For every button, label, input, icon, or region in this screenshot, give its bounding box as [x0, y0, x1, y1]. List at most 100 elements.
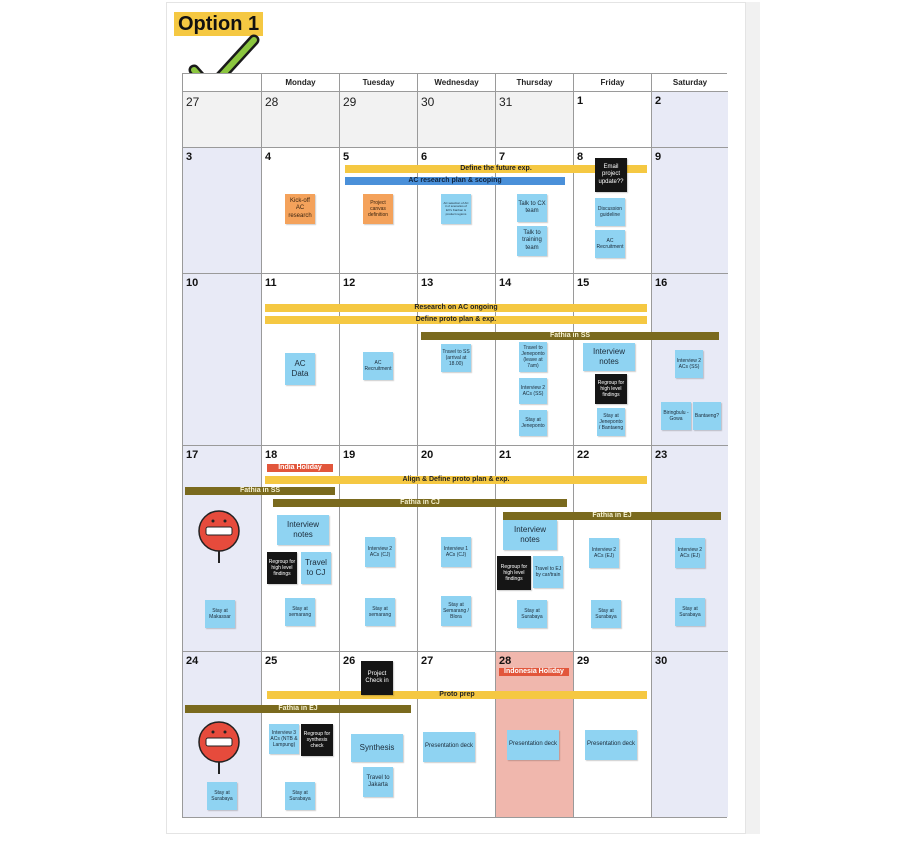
sticky-note[interactable]: Stay at Surabaya [517, 600, 547, 628]
day-cell[interactable]: 7 [495, 147, 573, 273]
day-cell[interactable]: 14 [495, 273, 573, 445]
sticky-note[interactable]: Presentation deck [585, 730, 637, 760]
day-cell[interactable]: 8 [573, 147, 651, 273]
timeline-bar[interactable]: Fathia in SS [421, 332, 719, 340]
sticky-note[interactable]: Stay at Jeneponto [519, 410, 547, 436]
weekday-header-friday: Friday [573, 74, 651, 91]
sticky-note[interactable]: AC selection of AC in 2 scenarios of EV'… [441, 194, 471, 224]
day-number: 3 [186, 151, 193, 163]
day-cell[interactable]: 11 [261, 273, 339, 445]
sticky-note[interactable]: Presentation deck [507, 730, 559, 760]
day-cell[interactable]: 27 [183, 91, 261, 147]
sticky-note[interactable]: Stay at Surabaya [207, 782, 237, 810]
day-cell[interactable]: 29 [339, 91, 417, 147]
timeline-bar[interactable]: Research on AC ongoing [265, 304, 647, 312]
sticky-note[interactable]: Interview 2 ACs (CJ) [365, 537, 395, 567]
sticky-note[interactable]: Interview 2 ACs (SS) [519, 378, 547, 404]
day-cell[interactable]: 12 [339, 273, 417, 445]
sticky-note[interactable]: Interview notes [503, 520, 557, 550]
sticky-note[interactable]: Email project update?? [595, 158, 627, 192]
sticky-note[interactable]: Interview 2 ACs (EJ) [589, 538, 619, 568]
day-number: 27 [421, 655, 434, 667]
sticky-note[interactable]: AC Recruitment [363, 352, 393, 380]
day-cell[interactable]: 18 [261, 445, 339, 651]
day-number: 10 [186, 277, 199, 289]
sticky-note[interactable]: Stay at Surabaya [675, 598, 705, 626]
sticky-note[interactable]: Stay at Jeneponto / Bantaeng [597, 408, 625, 436]
timeline-bar[interactable]: Define the future exp. [345, 165, 647, 173]
sticky-note[interactable]: Stay at semarang [285, 598, 315, 626]
sticky-note[interactable]: Discussion guideline [595, 198, 625, 226]
day-cell[interactable]: 22 [573, 445, 651, 651]
weekday-header-tuesday: Tuesday [339, 74, 417, 91]
day-cell[interactable]: 5 [339, 147, 417, 273]
timeline-bar[interactable]: Proto prep [267, 691, 647, 699]
day-cell[interactable]: 30 [651, 651, 728, 817]
timeline-bar[interactable]: Fathia in EJ [185, 705, 411, 713]
day-cell[interactable]: 15 [573, 273, 651, 445]
sticky-note[interactable]: Stay at Surabaya [285, 782, 315, 810]
day-cell[interactable]: 9 [651, 147, 728, 273]
sticky-note[interactable]: Stay at Makassar [205, 600, 235, 628]
day-cell[interactable]: 26 [339, 651, 417, 817]
sticky-note[interactable]: Project canvas definition [363, 194, 393, 224]
day-number: 22 [577, 449, 590, 461]
day-number: 11 [265, 277, 277, 289]
sticky-note[interactable]: Talk to training team [517, 226, 547, 256]
timeline-bar[interactable]: Indonesia Holiday [499, 668, 569, 676]
day-cell[interactable]: 2 [651, 91, 728, 147]
day-cell[interactable]: 31 [495, 91, 573, 147]
sticky-note[interactable]: Travel to CJ [301, 552, 331, 584]
sticky-note[interactable]: Interview 1 ACs (CJ) [441, 537, 471, 567]
sticky-note[interactable]: Travel to Jeneponto (leave at 7am) [519, 342, 547, 372]
sticky-note[interactable]: Synthesis [351, 734, 403, 762]
timeline-bar[interactable]: India Holiday [267, 464, 333, 472]
day-number: 16 [655, 277, 668, 289]
day-cell[interactable]: 3 [183, 147, 261, 273]
day-cell[interactable]: 29 [573, 651, 651, 817]
sticky-note[interactable]: Interview notes [277, 515, 329, 545]
sticky-note[interactable]: Travel to SS (arrival at 18.00) [441, 344, 471, 372]
day-number: 2 [655, 95, 662, 107]
day-cell[interactable]: 4 [261, 147, 339, 273]
sticky-note[interactable]: Regroup for high level findings [497, 556, 531, 590]
sticky-note[interactable]: Biringbulu - Gowa [661, 402, 691, 430]
day-cell[interactable]: 21 [495, 445, 573, 651]
timeline-bar[interactable]: Fathia in SS [185, 487, 335, 495]
sticky-note[interactable]: Stay at Semarang / Blora [441, 596, 471, 626]
timeline-bar[interactable]: Align & Define proto plan & exp. [265, 476, 647, 484]
sticky-note[interactable]: Stay at semarang [365, 598, 395, 626]
day-cell[interactable]: 28 [261, 91, 339, 147]
sticky-note[interactable]: Bantaeng? [693, 402, 721, 430]
day-cell[interactable]: 20 [417, 445, 495, 651]
timeline-bar[interactable]: AC research plan & scoping [345, 177, 565, 185]
timeline-bar[interactable]: Fathia in EJ [503, 512, 721, 520]
sticky-note[interactable]: AC Data [285, 353, 315, 385]
timeline-bar[interactable]: Fathia in CJ [273, 499, 567, 507]
sticky-note[interactable]: Travel to EJ by car/train [533, 556, 563, 588]
sticky-note[interactable]: Project Check in [361, 661, 393, 695]
day-cell[interactable]: 25 [261, 651, 339, 817]
day-cell[interactable]: 27 [417, 651, 495, 817]
sticky-note[interactable]: Interview 2 ACs (SS) [675, 350, 703, 378]
sticky-note[interactable]: Stay at Surabaya [591, 600, 621, 628]
day-cell[interactable]: 19 [339, 445, 417, 651]
timeline-bar[interactable]: Define proto plan & exp. [265, 316, 647, 324]
sticky-note[interactable]: Interview 3 ACs (NTB & Lampung) [269, 724, 299, 754]
option-title: Option 1 [174, 12, 264, 36]
day-cell[interactable]: 1 [573, 91, 651, 147]
sticky-note[interactable]: Talk to CX team [517, 194, 547, 222]
day-cell[interactable]: 30 [417, 91, 495, 147]
sticky-note[interactable]: Travel to Jakarta [363, 767, 393, 797]
sticky-note[interactable]: Regroup for synthesis check [301, 724, 333, 756]
sticky-note[interactable]: Interview 2 ACs (EJ) [675, 538, 705, 568]
sticky-note[interactable]: AC Recruitment [595, 230, 625, 258]
sticky-note[interactable]: Interview notes [583, 343, 635, 371]
day-cell[interactable]: 13 [417, 273, 495, 445]
day-cell[interactable]: 10 [183, 273, 261, 445]
sticky-note[interactable]: Presentation deck [423, 732, 475, 762]
sticky-note[interactable]: Regroup for high level findings [595, 374, 627, 404]
sticky-note[interactable]: Kick-off AC research [285, 194, 315, 224]
sticky-note[interactable]: Regroup for high level findings [267, 552, 297, 584]
day-cell[interactable]: 6 [417, 147, 495, 273]
